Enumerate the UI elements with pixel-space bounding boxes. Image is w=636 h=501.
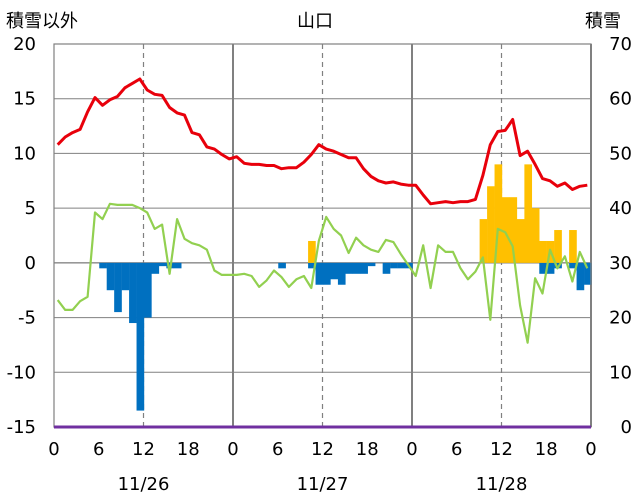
x-tick-label: 12 (132, 439, 155, 460)
orange-bars-bar (494, 164, 503, 263)
left-tick-label: -10 (7, 362, 36, 383)
x-tick-label: 12 (311, 439, 334, 460)
blue-bars-bar (308, 262, 316, 269)
orange-bars-bar (524, 164, 533, 263)
x-tick-label: 6 (451, 439, 462, 460)
orange-bars-bar (554, 230, 562, 263)
left-axis-title: 積雪以外 (6, 11, 78, 32)
left-tick-label: 5 (25, 198, 36, 219)
x-tick-label: 12 (490, 439, 513, 460)
x-tick-label: 0 (585, 439, 596, 460)
orange-bars-bar (531, 208, 540, 263)
blue-bars-bar (546, 262, 555, 274)
x-tick-label: 6 (272, 439, 283, 460)
x-tick-label: 6 (93, 439, 104, 460)
blue-bars-bar (337, 262, 346, 285)
blue-bars-bar (136, 262, 145, 411)
left-tick-label: 15 (13, 89, 36, 110)
blue-bars-bar (151, 262, 160, 274)
blue-bars-bar (345, 262, 354, 274)
plot-frame (53, 43, 592, 429)
blue-bars-bar (114, 262, 122, 313)
left-tick-label: 10 (13, 143, 36, 164)
left-tick-label: 20 (13, 34, 36, 55)
blue-bars-bar (390, 262, 398, 269)
blue-bars-bar (129, 262, 137, 324)
date-label: 11/26 (118, 474, 170, 495)
chart-title: 山口 (297, 11, 333, 32)
green-series-line (56, 202, 589, 344)
right-tick-label: 0 (621, 417, 632, 438)
blue-bars-bar (352, 262, 361, 274)
x-tick-label: 0 (227, 439, 238, 460)
blue-bars-bar (144, 262, 152, 318)
right-axis-title: 積雪 (585, 11, 621, 32)
blue-bars-bar (539, 262, 547, 274)
blue-bars-bar (569, 262, 577, 269)
left-tick-label: -5 (18, 308, 36, 329)
blue-bars-bar (330, 262, 339, 280)
blue-bars-bar (382, 262, 391, 274)
x-tick-label: 18 (535, 439, 558, 460)
x-tick-label: 0 (48, 439, 59, 460)
blue-bars-bar (397, 262, 406, 269)
temperature-line (56, 77, 588, 206)
right-tick-label: 70 (609, 34, 632, 55)
bars-layer (99, 164, 592, 411)
orange-bars-bar (502, 197, 510, 263)
orange-bars-bar (509, 197, 518, 263)
blue-bars-bar (367, 262, 376, 267)
blue-bars-bar (173, 262, 182, 269)
left-tick-label: -15 (7, 417, 36, 438)
blue-bars-bar (158, 262, 167, 267)
orange-bars-bar (569, 230, 577, 263)
right-tick-label: 20 (609, 308, 632, 329)
orange-bars-bar (479, 219, 488, 263)
right-tick-label: 10 (609, 362, 632, 383)
orange-bars-bar (516, 219, 525, 263)
right-tick-label: 40 (609, 198, 632, 219)
right-tick-label: 30 (609, 253, 632, 274)
orange-bars-bar (487, 186, 495, 263)
date-label: 11/28 (476, 474, 528, 495)
right-tick-label: 50 (609, 143, 632, 164)
blue-bars-bar (323, 262, 331, 285)
blue-bars-bar (576, 262, 585, 291)
x-tick-label: 18 (356, 439, 379, 460)
date-label: 11/27 (297, 474, 349, 495)
left-tick-label: 0 (25, 253, 36, 274)
blue-bars-bar (360, 262, 368, 274)
blue-bars-bar (584, 262, 592, 285)
lines-layer (56, 77, 589, 344)
x-tick-label: 18 (177, 439, 200, 460)
blue-bars-bar (278, 262, 286, 269)
blue-bars-bar (315, 262, 324, 285)
orange-bars-bar (539, 240, 547, 263)
blue-bars-bar (99, 262, 107, 269)
blue-bars-bar (106, 262, 115, 291)
x-tick-label: 0 (406, 439, 417, 460)
blue-bars-bar (121, 262, 130, 291)
orange-bars-bar (308, 240, 316, 263)
right-tick-label: 60 (609, 89, 632, 110)
